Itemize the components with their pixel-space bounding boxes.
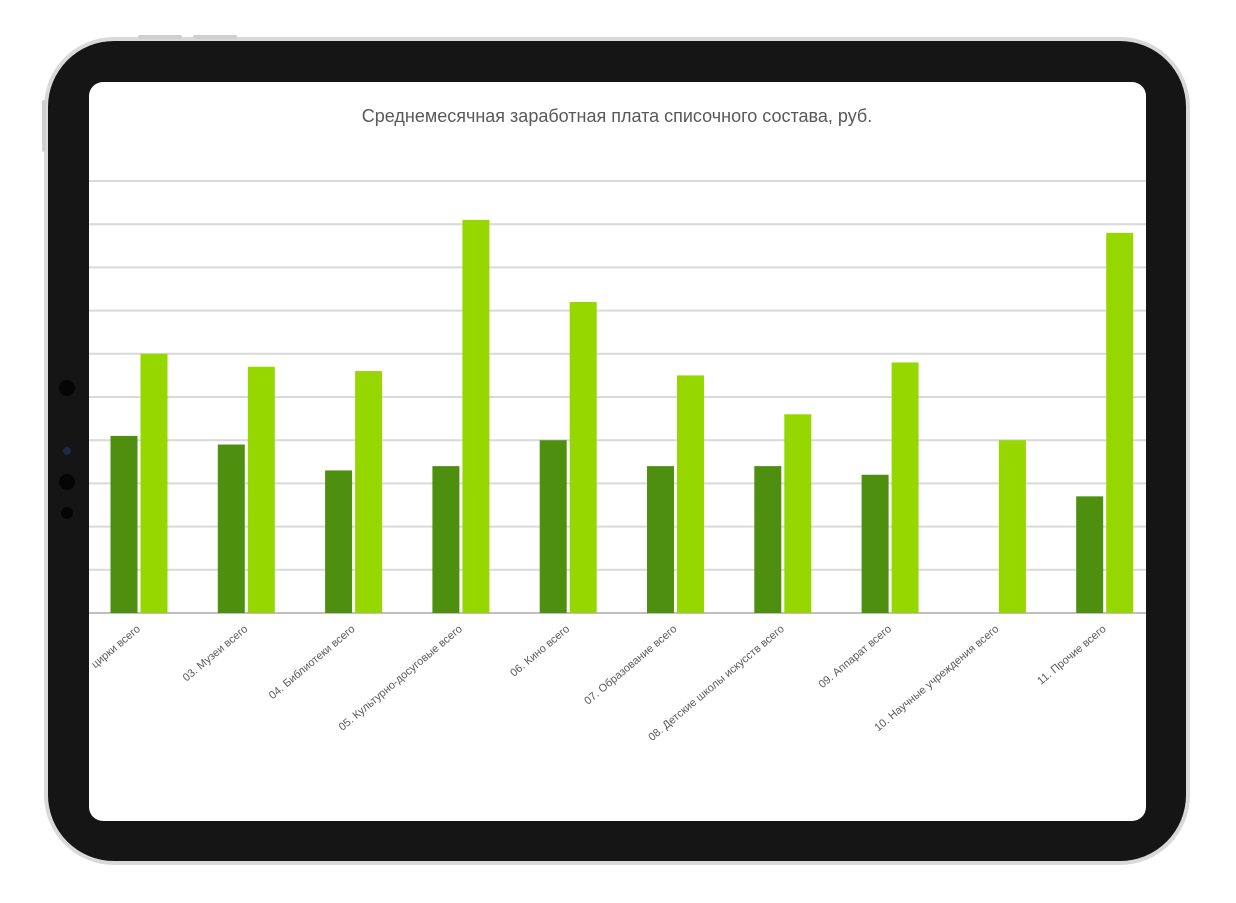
bar [110,435,138,613]
sensor [59,474,75,490]
bar [784,414,812,613]
button [193,35,237,39]
bar [539,440,567,613]
sensor [59,380,75,396]
bar [1076,496,1104,613]
bar [140,353,168,613]
button [42,100,46,152]
bar [861,474,889,613]
button [138,35,182,39]
screen [89,82,1146,821]
bar [355,371,383,613]
bar [677,375,704,613]
bar [432,466,460,613]
bar [647,466,674,613]
bar [569,301,597,613]
bar [998,440,1026,613]
camera [63,447,71,455]
sensor [61,507,73,519]
bar [1106,232,1134,613]
bar [325,470,353,613]
bar [247,366,275,613]
chart-title: Среднемесячная заработная плата списочно… [362,106,872,126]
bar [754,466,782,613]
bar [891,362,919,613]
bar [217,444,245,613]
bar [462,219,490,613]
